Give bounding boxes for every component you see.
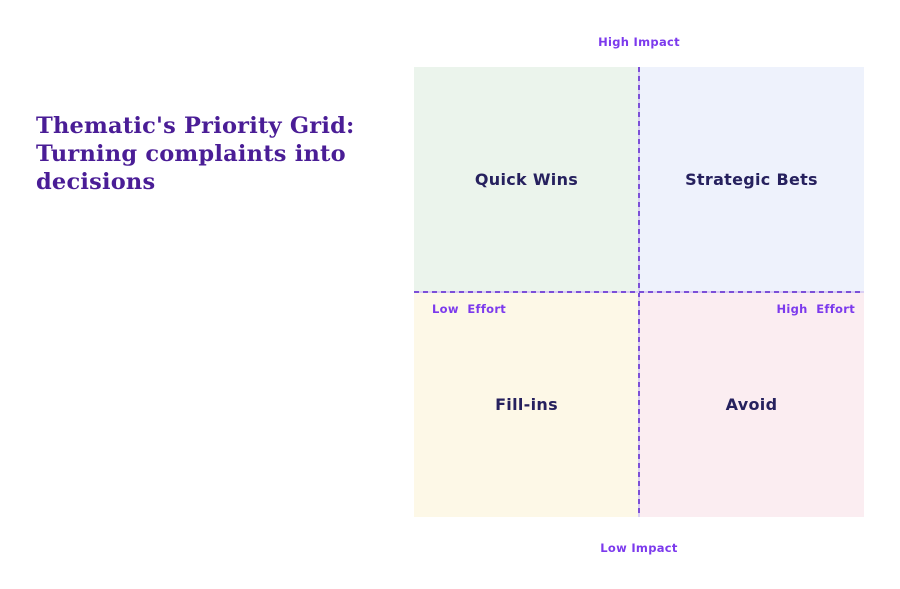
- quadrant-avoid: Avoid: [639, 292, 864, 517]
- quadrant-fill-ins: Fill-ins: [414, 292, 639, 517]
- horizontal-dashed-divider: [414, 291, 864, 293]
- axis-label-low-impact: Low Impact: [600, 541, 678, 555]
- quadrant-quick-wins: Quick Wins: [414, 67, 639, 292]
- quadrant-label-strategic-bets: Strategic Bets: [685, 170, 818, 189]
- axis-label-high-impact: High Impact: [598, 35, 680, 49]
- title-line-2: Turning complaints into: [36, 141, 346, 167]
- title-line-1: Thematic's Priority Grid:: [36, 113, 355, 139]
- quadrant-strategic-bets: Strategic Bets: [639, 67, 864, 292]
- priority-grid: Quick Wins Strategic Bets Fill-ins Avoid…: [414, 67, 864, 517]
- title-line-3: decisions: [36, 169, 156, 195]
- quadrant-label-quick-wins: Quick Wins: [474, 170, 579, 189]
- quadrant-label-avoid: Avoid: [725, 395, 778, 414]
- axis-label-high-effort: High Effort: [776, 302, 855, 316]
- quadrant-label-fill-ins: Fill-ins: [495, 395, 558, 414]
- page-title: Thematic's Priority Grid: Turning compla…: [36, 112, 366, 196]
- axis-label-low-effort: Low Effort: [432, 302, 507, 316]
